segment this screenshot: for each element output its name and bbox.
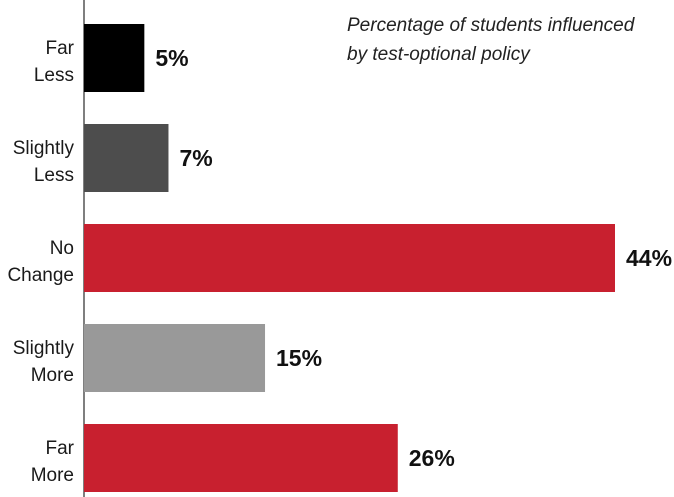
value-label-4: 26% xyxy=(409,445,455,471)
category-label-0: Far Less xyxy=(34,38,75,86)
category-label-1-line-0: Slightly xyxy=(13,138,75,159)
category-label-1-line-1: Less xyxy=(34,165,74,186)
value-label-0: 5% xyxy=(155,45,188,71)
value-label-1: 7% xyxy=(179,145,212,171)
value-label-2: 44% xyxy=(626,245,672,271)
category-label-0-line-0: Far xyxy=(46,38,75,59)
category-label-1: Slightly Less xyxy=(13,138,75,186)
bar-3 xyxy=(84,324,266,392)
category-label-2: No Change xyxy=(7,238,74,286)
category-label-4: Far More xyxy=(31,438,75,486)
bar-4 xyxy=(84,424,398,492)
chart-title-line-1: Percentage of students influenced xyxy=(347,15,636,36)
category-label-0-line-1: Less xyxy=(34,65,74,86)
value-label-3: 15% xyxy=(276,345,322,371)
category-label-3-line-1: More xyxy=(31,365,74,386)
category-label-3-line-0: Slightly xyxy=(13,338,75,359)
chart-title-line-2: by test-optional policy xyxy=(347,44,531,65)
category-label-3: Slightly More xyxy=(13,338,75,386)
category-label-2-line-0: No xyxy=(50,238,74,259)
category-label-4-line-0: Far xyxy=(46,438,75,459)
bar-0 xyxy=(84,24,145,92)
bar-2 xyxy=(84,224,615,292)
category-label-2-line-1: Change xyxy=(7,265,74,286)
value-labels-group: 5% 7% 44% 15% 26% xyxy=(155,45,672,471)
chart-title: Percentage of students influenced by tes… xyxy=(347,15,640,65)
bar-1 xyxy=(84,124,169,192)
bars-group xyxy=(84,24,615,492)
category-label-4-line-1: More xyxy=(31,465,74,486)
